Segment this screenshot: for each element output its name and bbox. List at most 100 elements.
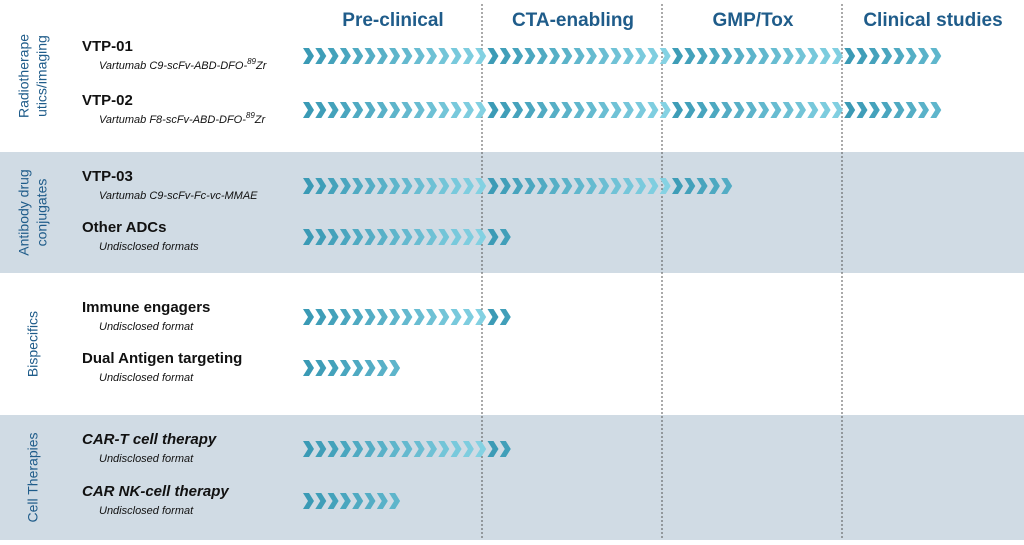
chevron: [389, 360, 401, 376]
chevron: [684, 102, 696, 118]
chevron: [352, 48, 364, 64]
subtitle-sup: 89: [246, 111, 255, 120]
progress-arrow: [303, 441, 511, 457]
chevron: [635, 102, 647, 118]
group-band: [0, 152, 1024, 273]
chevron: [303, 360, 314, 376]
program-subtitle: Vartumab C9-scFv-Fc-vc-MMAE: [99, 190, 258, 202]
chevron: [401, 178, 413, 194]
chevron: [303, 309, 314, 325]
chevron: [376, 441, 388, 457]
chevron: [549, 178, 560, 194]
chevron: [438, 178, 450, 194]
chevron: [303, 48, 314, 64]
program-name: VTP-01: [82, 38, 133, 55]
chevron: [499, 102, 511, 118]
chevron: [831, 48, 843, 64]
chevron: [893, 48, 905, 64]
chevron: [708, 102, 720, 118]
subtitle-sup: 89: [247, 57, 256, 66]
chevron: [462, 48, 474, 64]
program-subtitle: Vartumab C9-scFv-ABD-DFO-89Zr: [99, 57, 268, 72]
chevron: [413, 229, 425, 245]
chevron: [893, 102, 905, 118]
chevron: [659, 102, 671, 118]
chevron: [438, 48, 450, 64]
chevron: [930, 102, 942, 118]
chevron: [438, 441, 450, 457]
chevron: [426, 309, 437, 325]
progress-arrow: [303, 309, 511, 325]
chevron: [364, 102, 376, 118]
chevron: [315, 493, 327, 509]
chevron: [696, 48, 708, 64]
progress-arrow: [303, 229, 511, 245]
chevron: [426, 178, 437, 194]
progress-arrow: [303, 360, 401, 376]
phase-label: CTA-enabling: [512, 10, 634, 31]
chevron: [327, 309, 339, 325]
chevron: [881, 48, 893, 64]
chevron: [462, 309, 474, 325]
chevron: [315, 309, 327, 325]
chevron: [413, 178, 425, 194]
chevron: [450, 102, 462, 118]
chevron: [376, 229, 388, 245]
chevron: [819, 102, 831, 118]
chevron: [512, 178, 524, 194]
chevron: [610, 102, 622, 118]
chevron: [339, 48, 351, 64]
group-label: Antibody drug: [16, 169, 32, 255]
chevron: [426, 441, 437, 457]
chevron: [856, 48, 868, 64]
chevron: [450, 229, 462, 245]
chevron: [918, 102, 929, 118]
chevron: [647, 178, 659, 194]
chevron: [327, 493, 339, 509]
chevron: [413, 441, 425, 457]
chevron: [487, 178, 499, 194]
chevron: [549, 102, 560, 118]
chevron: [684, 178, 696, 194]
group-label: utics/imaging: [34, 35, 50, 117]
chevron: [315, 102, 327, 118]
phase-label: Clinical studies: [863, 10, 1002, 31]
chevron: [622, 102, 634, 118]
subtitle-text: Undisclosed format: [99, 505, 194, 517]
program-name: Immune engagers: [82, 299, 210, 316]
group-label: Bispecifics: [25, 311, 41, 377]
chevron: [339, 493, 351, 509]
progress-arrow: [303, 48, 942, 64]
progress-arrow: [303, 493, 401, 509]
chevron: [303, 178, 314, 194]
chevron: [585, 178, 597, 194]
chevron: [462, 102, 474, 118]
chevron: [450, 178, 462, 194]
chevron: [549, 48, 560, 64]
chevron: [438, 102, 450, 118]
chevron: [721, 48, 733, 64]
chevron: [930, 48, 942, 64]
chevron: [770, 102, 782, 118]
chevron: [315, 178, 327, 194]
subtitle-text: Undisclosed format: [99, 372, 194, 384]
chevron: [389, 309, 401, 325]
group-label: Cell Therapies: [25, 432, 41, 522]
chevron: [327, 178, 339, 194]
chevron: [758, 48, 770, 64]
program-subtitle: Undisclosed format: [99, 372, 194, 384]
chevron: [352, 229, 364, 245]
chevron: [364, 229, 376, 245]
chevron: [672, 102, 683, 118]
chevron: [856, 102, 868, 118]
chevron: [303, 441, 314, 457]
chevron: [684, 48, 696, 64]
chevron: [721, 178, 733, 194]
chevron: [524, 102, 536, 118]
chevron: [499, 48, 511, 64]
chevron: [327, 102, 339, 118]
chevron: [401, 441, 413, 457]
chevron: [881, 102, 893, 118]
